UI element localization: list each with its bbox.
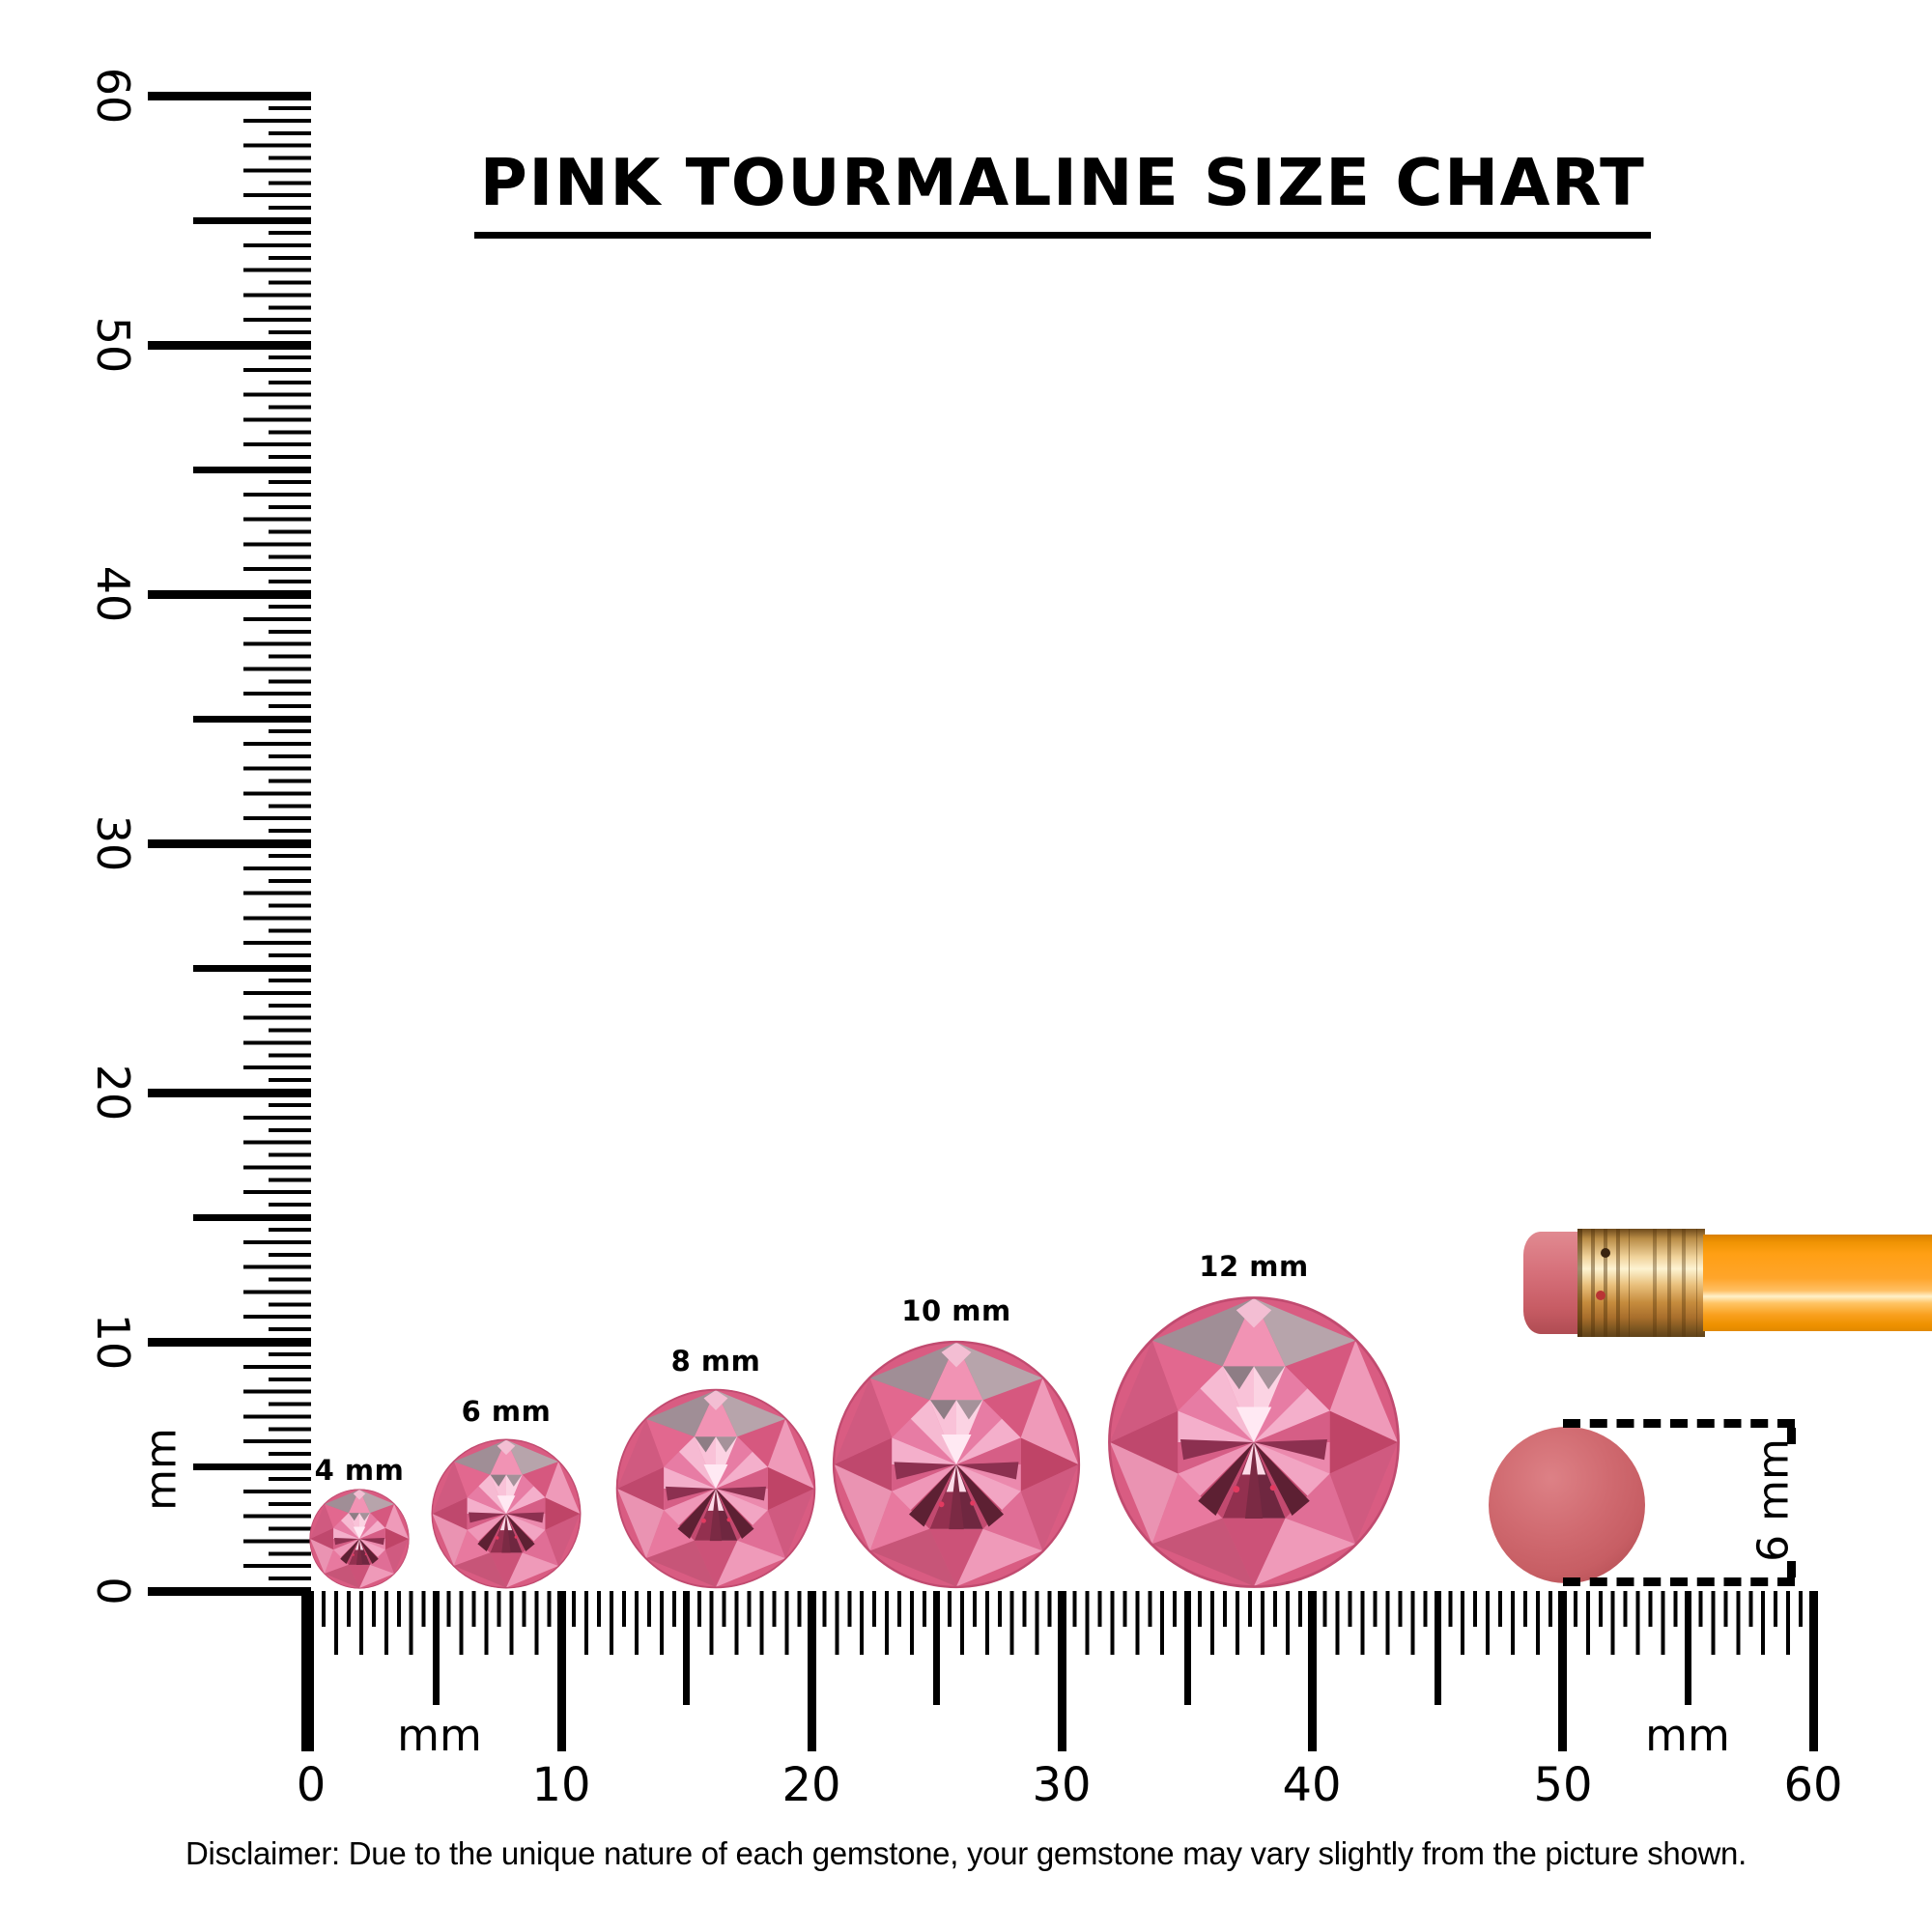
- v-tick-5: [193, 1463, 311, 1470]
- gem-4mm: [309, 1489, 410, 1589]
- h-tick-55: [1684, 1591, 1691, 1705]
- v-tick-60: [148, 91, 311, 100]
- ferrule-rivet-red: [1596, 1291, 1605, 1300]
- h-tick-50: [1558, 1591, 1568, 1751]
- h-ruler-unit-left: mm: [397, 1710, 482, 1761]
- ferrule-rivet-dark: [1601, 1248, 1610, 1258]
- h-tick-15: [683, 1591, 691, 1705]
- page-title: PINK TOURMALINE SIZE CHART: [473, 145, 1652, 239]
- pencil-shaft: [1703, 1235, 1932, 1331]
- h-ruler-label-20: 20: [781, 1758, 841, 1812]
- v-tick-20: [148, 1088, 311, 1097]
- v-tick-15: [193, 1213, 311, 1221]
- ferrule-crimp-left: [1591, 1229, 1630, 1337]
- pencil: [1523, 1229, 1932, 1337]
- gem-label-8mm: 8 mm: [670, 1345, 761, 1378]
- h-tick-60: [1808, 1591, 1818, 1751]
- h-tick-35: [1183, 1591, 1191, 1705]
- header: PINK TOURMALINE SIZE CHART: [311, 145, 1814, 239]
- pencil-ferrule: [1577, 1229, 1705, 1337]
- v-ruler-label-40: 40: [87, 565, 139, 623]
- horizontal-ruler-halfmm-ticks: [321, 1591, 1817, 1627]
- v-tick-35: [193, 715, 311, 723]
- h-ruler-label-60: 60: [1783, 1758, 1843, 1812]
- v-ruler-label-30: 30: [87, 814, 139, 872]
- v-tick-10: [148, 1337, 311, 1347]
- v-ruler-label-60: 60: [87, 67, 139, 125]
- gem-label-12mm: 12 mm: [1199, 1250, 1309, 1283]
- v-tick-30: [148, 838, 311, 848]
- ferrule-edge: [1577, 1229, 1582, 1337]
- v-ruler-label-20: 20: [87, 1064, 139, 1122]
- dimension-dashed-line-bottom: [1563, 1577, 1795, 1586]
- h-tick-20: [807, 1591, 816, 1751]
- gem-6mm: [431, 1438, 582, 1589]
- v-tick-55: [193, 216, 311, 224]
- pencil-eraser: [1523, 1232, 1581, 1334]
- gem-12mm: [1107, 1295, 1401, 1589]
- dimension-end-cap-top: [1787, 1428, 1796, 1444]
- gem-10mm: [832, 1340, 1081, 1589]
- v-ruler-label-10: 10: [87, 1313, 139, 1371]
- h-ruler-label-10: 10: [531, 1758, 591, 1812]
- gem-8mm: [615, 1388, 816, 1589]
- v-tick-0: [148, 1586, 311, 1596]
- gem-label-6mm: 6 mm: [461, 1395, 552, 1428]
- dimension-end-cap-bottom: [1787, 1561, 1796, 1577]
- v-tick-40: [148, 589, 311, 599]
- h-tick-10: [556, 1591, 566, 1751]
- disclaimer-text: Disclaimer: Due to the unique nature of …: [185, 1835, 1747, 1871]
- dimension-label: 6 mm: [1748, 1438, 1799, 1562]
- h-tick-45: [1434, 1591, 1441, 1705]
- h-tick-0: [301, 1591, 314, 1751]
- h-ruler-label-50: 50: [1533, 1758, 1593, 1812]
- eraser-disc-6mm: [1489, 1427, 1645, 1583]
- h-tick-30: [1058, 1591, 1066, 1751]
- gem-label-4mm: 4 mm: [314, 1454, 405, 1487]
- h-tick-40: [1308, 1591, 1318, 1751]
- v-tick-50: [148, 340, 311, 350]
- h-ruler-unit-right: mm: [1645, 1710, 1730, 1761]
- h-ruler-label-40: 40: [1282, 1758, 1342, 1812]
- h-ruler-label-0: 0: [296, 1758, 327, 1812]
- v-tick-45: [193, 466, 311, 473]
- h-ruler-label-30: 30: [1032, 1758, 1092, 1812]
- h-tick-5: [433, 1591, 440, 1705]
- h-tick-25: [933, 1591, 941, 1705]
- v-ruler-unit-label: mm: [136, 1428, 186, 1511]
- v-ruler-label-0: 0: [87, 1577, 139, 1605]
- dimension-dashed-line-top: [1563, 1419, 1795, 1428]
- gem-label-10mm: 10 mm: [901, 1294, 1011, 1327]
- ferrule-crimp-right: [1653, 1229, 1697, 1337]
- v-tick-25: [193, 964, 311, 972]
- v-ruler-label-50: 50: [87, 316, 139, 374]
